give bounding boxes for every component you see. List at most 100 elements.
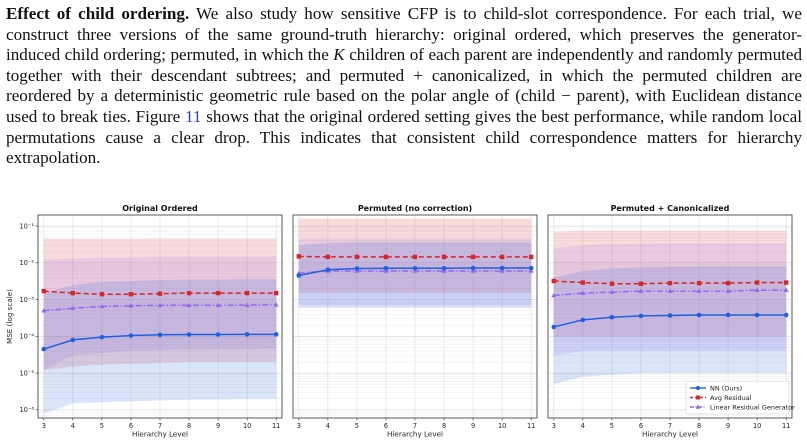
x-tick-label: 6 [384,422,388,430]
x-axis-label: Hierarchy Level [132,430,188,439]
x-tick-label: 10 [498,422,506,430]
point-avg-residual [609,281,615,286]
y-tick-label: 10⁻⁵ [19,369,34,377]
x-tick-label: 5 [355,422,359,430]
point-linear-residual-generator [696,288,702,293]
x-tick-label: 8 [442,422,446,430]
x-tick-label: 4 [71,422,75,430]
x-tick-label: 10 [243,422,251,430]
point-avg-residual [412,254,418,260]
point-linear-residual-generator [215,302,221,308]
point-nn-ours [638,313,644,319]
point-nn-ours [499,265,505,271]
point-avg-residual [244,290,250,296]
x-tick-label: 8 [697,422,701,430]
figure-chart: Original Ordered 3 4 5 6 7 8 9 10 11 Hierarchy Lev… [5,204,795,439]
point-nn-ours [41,346,47,352]
legend-entry: Linear Residual Generator [710,403,795,411]
legend-marker [695,404,701,409]
legend-entry: NN (Ours) [710,384,742,392]
x-tick-label: 4 [326,422,330,430]
legend-entry: Avg Residual [710,394,752,402]
point-linear-residual-generator [580,290,586,295]
legend-marker [696,386,700,390]
point-avg-residual [638,281,644,286]
panel-1: Original Ordered 3 4 5 6 7 8 9 10 11 Hierarchy Lev… [5,204,283,439]
x-tick-label: 7 [158,422,162,430]
panel-3: Permuted + Canonicalized 3 4 5 6 7 8 9 10 11 Hiera… [547,204,795,439]
x-tick-label: 10 [753,422,761,430]
y-axis-label: MSE (log scale) [5,289,14,344]
x-tick-label: 3 [297,422,301,430]
figure-reference-link[interactable]: 11 [185,106,202,126]
point-nn-ours [186,332,192,337]
point-avg-residual [499,254,505,260]
band-linear-residual-generator [553,242,787,356]
point-nn-ours [725,312,731,318]
point-avg-residual [696,280,702,286]
point-avg-residual [580,280,586,285]
point-nn-ours [412,265,418,271]
y-tick-label: 10⁻⁶ [19,406,34,414]
x-tick-label: 4 [581,422,585,430]
x-tick-label: 7 [668,422,672,430]
point-avg-residual [325,254,331,260]
point-avg-residual [528,254,534,260]
y-tick-label: 10⁻⁴ [19,333,34,341]
x-tick-label: 11 [527,422,535,430]
point-nn-ours [528,265,534,271]
point-avg-residual [754,280,760,285]
point-avg-residual [296,254,302,259]
point-avg-residual [551,278,557,284]
x-tick-label: 7 [413,422,417,430]
band-nn-ours- [553,266,787,385]
point-avg-residual [41,288,47,294]
point-linear-residual-generator [754,287,760,292]
point-nn-ours [325,267,331,272]
point-linear-residual-generator [273,302,279,307]
point-linear-residual-generator [638,288,644,293]
point-nn-ours [70,337,76,343]
point-nn-ours [128,333,134,338]
band-nn-ours- [43,279,277,414]
panel-title: Permuted + Canonicalized [611,204,730,213]
panel-title: Original Ordered [122,204,198,213]
point-nn-ours [273,332,279,337]
point-linear-residual-generator [551,292,557,298]
point-linear-residual-generator [528,268,534,273]
x-tick-label: 9 [216,422,220,430]
x-tick-label: 11 [782,422,790,430]
body-paragraph: Effect of child ordering. We also study … [6,4,802,169]
x-tick-label: 9 [726,422,730,430]
point-nn-ours [470,265,476,271]
paragraph-text-2: children of each parent are independentl… [6,45,802,106]
paragraph-heading: Effect of child ordering. [6,4,190,23]
point-nn-ours [609,314,615,320]
point-linear-residual-generator [725,288,731,293]
point-linear-residual-generator [783,287,789,292]
x-tick-label: 6 [129,422,133,430]
paragraph-text-1: We also study how sensitive CFP is to ch… [6,4,802,65]
point-linear-residual-generator [70,305,76,311]
point-avg-residual [441,254,447,260]
point-avg-residual [157,291,163,296]
point-nn-ours [441,265,447,271]
point-linear-residual-generator [499,268,505,273]
panel-2: Permuted (no correction) 3 4 5 6 7 8 9 10 11 Hiera… [292,204,538,439]
point-linear-residual-generator [128,303,134,308]
y-tick-label: 10⁻¹ [19,222,34,230]
point-avg-residual [99,292,105,297]
point-linear-residual-generator [157,302,163,308]
panel-title: Permuted (no correction) [358,204,472,213]
band-nn-ours- [298,242,532,308]
point-nn-ours [354,266,360,271]
point-nn-ours [296,273,302,278]
point-avg-residual [725,280,731,286]
point-linear-residual-generator [99,303,105,309]
point-linear-residual-generator [41,307,47,313]
point-linear-residual-generator [667,288,673,293]
x-tick-label: 5 [100,422,104,430]
band-linear-residual-generator [43,256,277,371]
point-linear-residual-generator [244,302,250,307]
point-nn-ours [783,312,789,318]
